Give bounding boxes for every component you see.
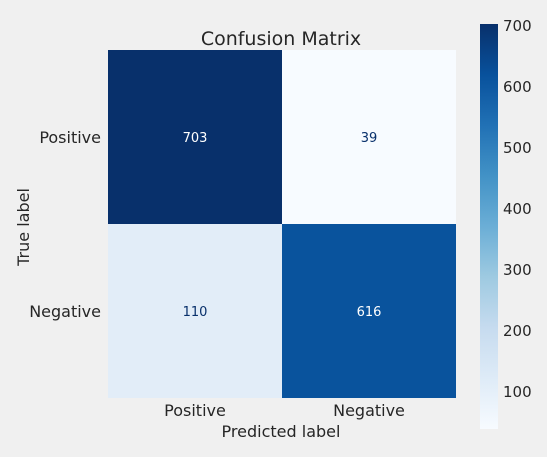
cell-value-label-0-0: 703 [183, 131, 208, 146]
y-axis-label: True label [14, 188, 33, 267]
heatmap-cell-1-0 [108, 224, 282, 398]
colorbar [480, 24, 498, 429]
chart-title: Confusion Matrix [201, 28, 361, 50]
x-tick-label: Positive [164, 401, 226, 420]
colorbar-tick-label: 100 [503, 383, 532, 401]
colorbar-tick-label: 300 [503, 261, 532, 279]
x-tick-label: Negative [333, 401, 405, 420]
colorbar-tick-label: 600 [503, 78, 532, 96]
colorbar-tick-label: 500 [503, 139, 532, 157]
y-tick-label: Negative [29, 302, 101, 321]
colorbar-tick-label: 700 [503, 17, 532, 35]
cell-value-label-0-1: 39 [361, 131, 378, 146]
heatmap-cell-0-0 [108, 50, 282, 224]
x-tick-labels: Positive Negative [164, 401, 405, 420]
heatmap-cells [108, 50, 456, 398]
colorbar-tick-label: 400 [503, 200, 532, 218]
y-tick-labels: Positive Negative [29, 128, 101, 321]
heatmap-cell-0-1 [282, 50, 456, 224]
cell-value-labels: 703 39 110 616 [183, 131, 382, 320]
cell-value-label-1-1: 616 [357, 305, 382, 320]
colorbar-ticks: 100 200 300 400 500 600 700 [503, 17, 532, 401]
y-tick-label: Positive [39, 128, 101, 147]
x-axis-label: Predicted label [222, 422, 341, 441]
heatmap-cell-1-1 [282, 224, 456, 398]
colorbar-tick-label: 200 [503, 322, 532, 340]
cell-value-label-1-0: 110 [183, 305, 208, 320]
